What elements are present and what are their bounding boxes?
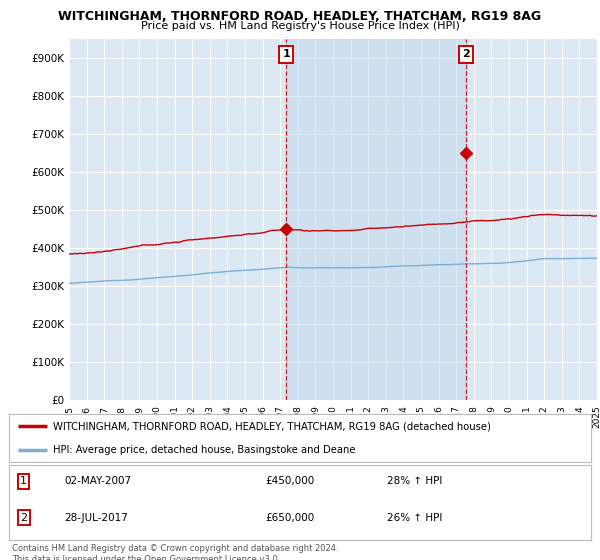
Bar xyxy=(286,39,466,400)
Text: 2: 2 xyxy=(463,49,470,59)
Text: 28-JUL-2017: 28-JUL-2017 xyxy=(64,513,128,522)
Text: HPI: Average price, detached house, Basingstoke and Deane: HPI: Average price, detached house, Basi… xyxy=(53,445,355,455)
Text: £450,000: £450,000 xyxy=(265,477,314,487)
Text: Contains HM Land Registry data © Crown copyright and database right 2024.
This d: Contains HM Land Registry data © Crown c… xyxy=(12,544,338,560)
Text: £650,000: £650,000 xyxy=(265,513,314,522)
Text: 1: 1 xyxy=(283,49,290,59)
Text: WITCHINGHAM, THORNFORD ROAD, HEADLEY, THATCHAM, RG19 8AG (detached house): WITCHINGHAM, THORNFORD ROAD, HEADLEY, TH… xyxy=(53,421,491,431)
Text: 26% ↑ HPI: 26% ↑ HPI xyxy=(388,513,443,522)
Text: 2: 2 xyxy=(20,513,27,522)
Text: 28% ↑ HPI: 28% ↑ HPI xyxy=(388,477,443,487)
Text: 02-MAY-2007: 02-MAY-2007 xyxy=(64,477,131,487)
Text: 1: 1 xyxy=(20,477,27,487)
Text: WITCHINGHAM, THORNFORD ROAD, HEADLEY, THATCHAM, RG19 8AG: WITCHINGHAM, THORNFORD ROAD, HEADLEY, TH… xyxy=(58,10,542,23)
Text: Price paid vs. HM Land Registry's House Price Index (HPI): Price paid vs. HM Land Registry's House … xyxy=(140,21,460,31)
